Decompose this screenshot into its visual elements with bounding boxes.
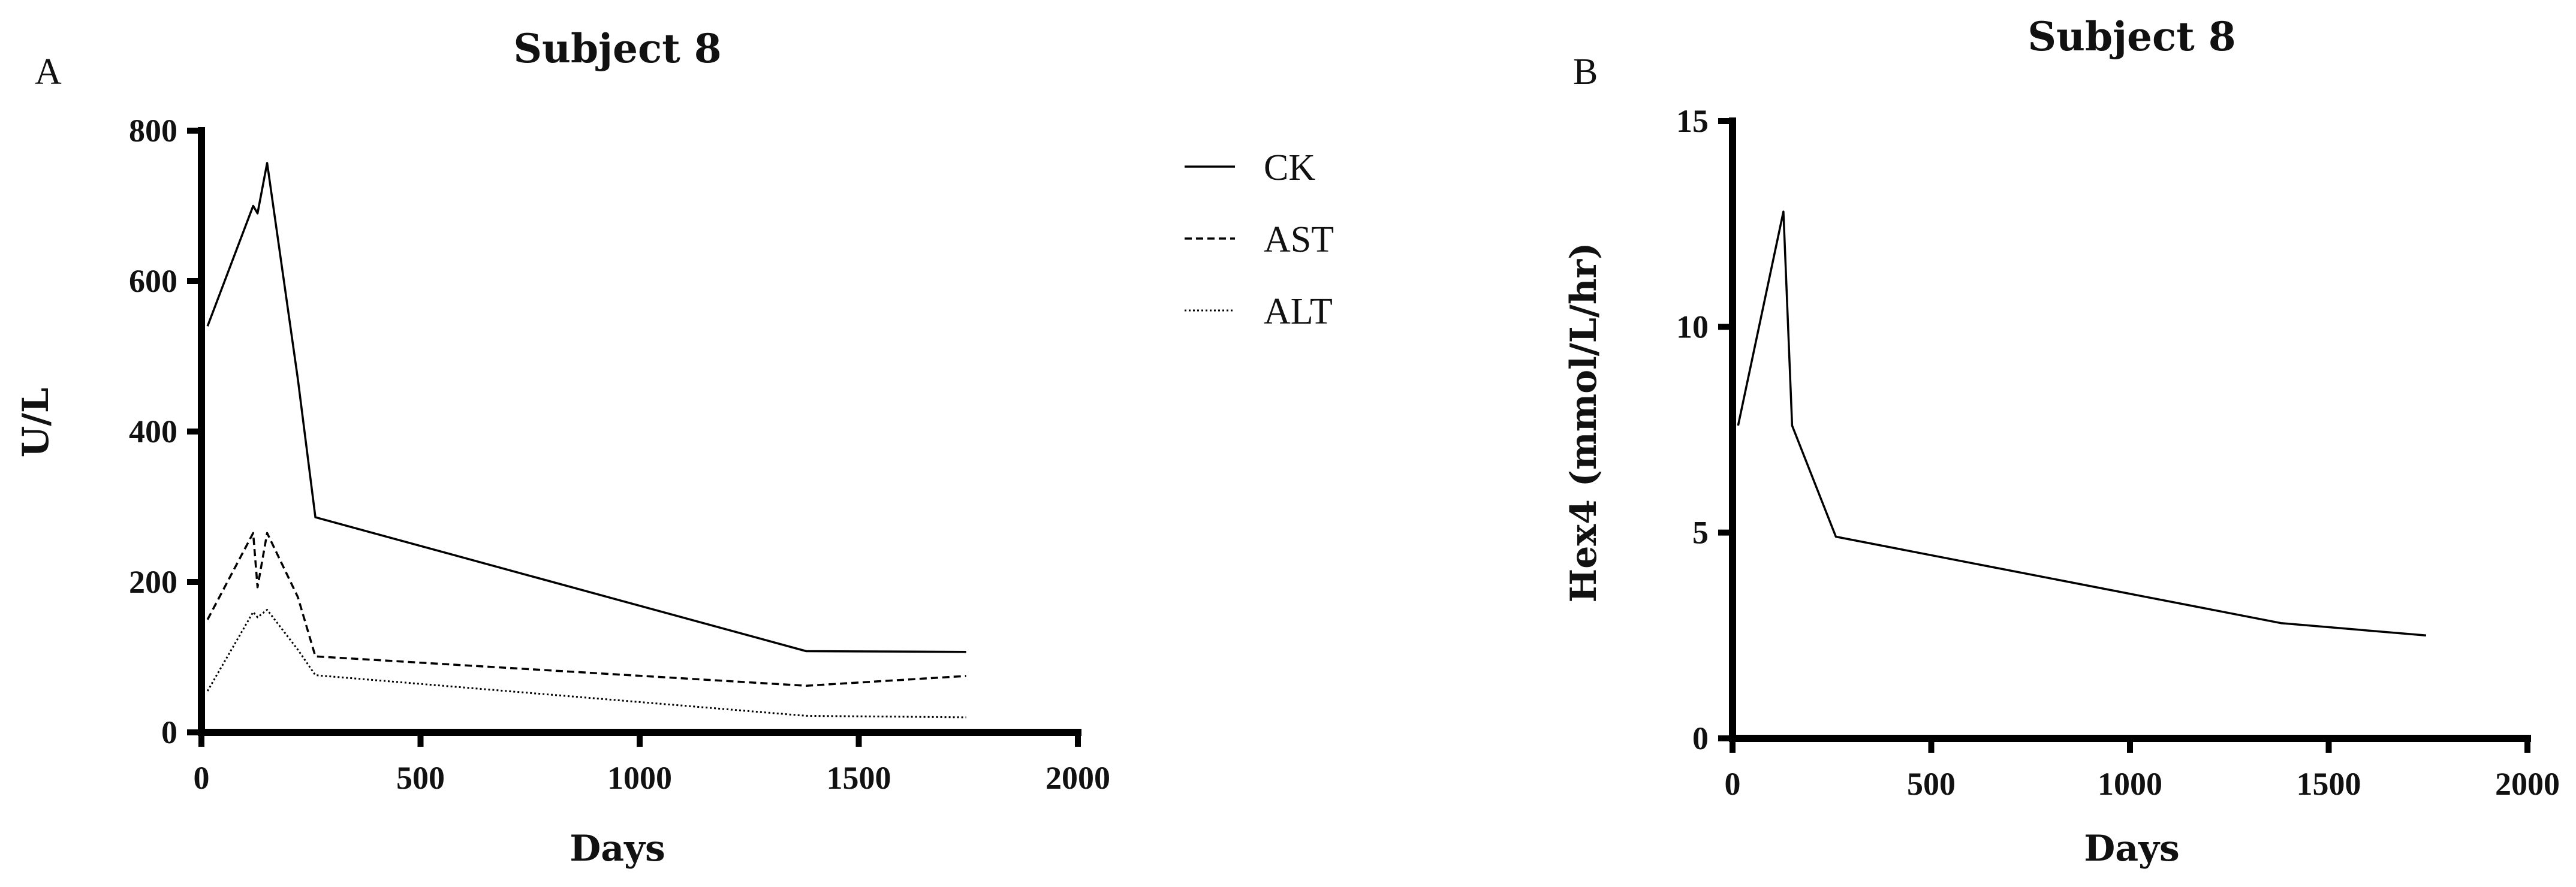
panel-a-x-tick-label: 1500 [827, 760, 891, 796]
panel-a-legend: CK AST ALT [1185, 147, 1334, 332]
panel-a-series-ck [206, 162, 966, 653]
panel-a-x-tick-label: 2000 [1046, 760, 1110, 796]
panel-a-x-axis-label: Days [570, 828, 665, 870]
panel-b-y-tick-label: 5 [1692, 515, 1709, 551]
panel-a-y-tick-label: 200 [129, 564, 177, 600]
panel-a-series [206, 162, 966, 719]
panel-a-series-ast [206, 532, 966, 687]
panel-b-y-axis-label: Hex4 (mmol/L/hr) [1563, 242, 1605, 602]
panel-a-y-axis-label: U/L [15, 388, 57, 457]
legend-label-ck: CK [1264, 147, 1315, 188]
panel-b-ticks: 0 500 1000 1500 2000 0 5 10 15 [1676, 103, 2560, 802]
panel-a: A Subject 8 Days U/L 0 500 1000 1500 2000 0 20… [15, 25, 1334, 870]
panel-b-series [1737, 210, 2427, 637]
panel-a-ticks: 0 500 1000 1500 2000 0 200 400 600 800 [129, 113, 1110, 796]
panel-b-x-tick-label: 1000 [2098, 766, 2162, 802]
panel-b-x-axis-label: Days [2084, 828, 2180, 870]
panel-a-x-tick-label: 500 [396, 760, 445, 796]
legend-label-alt: ALT [1264, 291, 1333, 332]
panel-b-y-tick-label: 0 [1692, 720, 1709, 756]
panel-a-y-tick-label: 800 [129, 113, 177, 149]
panel-b-x-tick-label: 500 [1907, 766, 1956, 802]
panel-b-x-tick-label: 1500 [2297, 766, 2361, 802]
panel-b-y-tick-label: 15 [1676, 103, 1709, 139]
panel-b-title: Subject 8 [2027, 13, 2235, 60]
panel-a-title: Subject 8 [513, 25, 721, 72]
panel-a-y-tick-label: 0 [161, 714, 177, 750]
panel-b-y-tick-label: 10 [1676, 309, 1709, 345]
panel-a-x-tick-label: 1000 [607, 760, 672, 796]
panel-a-x-tick-label: 0 [194, 760, 210, 796]
panel-a-y-tick-label: 600 [129, 263, 177, 299]
legend-label-ast: AST [1264, 219, 1334, 260]
panel-b-letter: B [1573, 52, 1598, 92]
panel-a-letter: A [35, 52, 62, 92]
panel-b-series-line [1737, 210, 2427, 637]
panel-b-x-tick-label: 2000 [2495, 766, 2560, 802]
panel-b: B Subject 8 Days Hex4 (mmol/L/hr) 0 500 10… [1563, 13, 2560, 870]
panel-a-series-alt [206, 608, 966, 719]
panel-b-x-tick-label: 0 [1725, 766, 1741, 802]
panel-a-y-tick-label: 400 [129, 414, 177, 449]
